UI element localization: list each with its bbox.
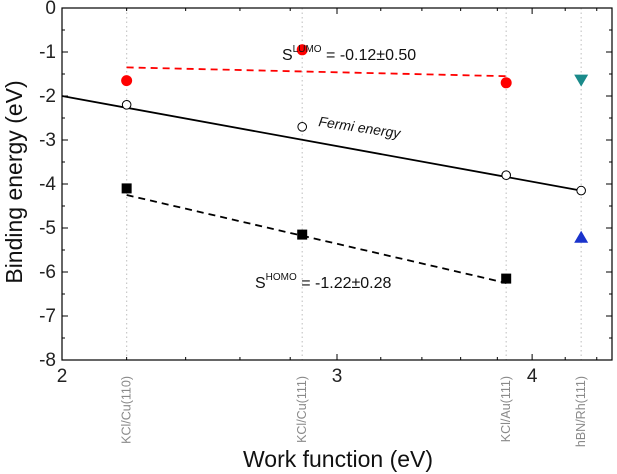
lumo-point bbox=[296, 44, 308, 56]
y-axis-title: Binding energy (eV) bbox=[1, 80, 27, 283]
lumo-slope-annotation: SLUMO = -0.12±0.50 bbox=[282, 44, 416, 64]
data-points bbox=[121, 44, 589, 284]
homo-point bbox=[501, 273, 512, 284]
substrate-label: hBN/Rh(111) bbox=[574, 376, 588, 447]
fermi-point bbox=[576, 185, 586, 196]
y-tick-label: -2 bbox=[39, 86, 56, 107]
homo-point bbox=[121, 183, 132, 194]
lumo-point bbox=[500, 77, 512, 89]
y-tick-label: -1 bbox=[39, 42, 56, 63]
substrate-label: KCl/Au(111) bbox=[499, 376, 513, 442]
homo-point bbox=[297, 229, 308, 240]
homo-slope-annotation: SHOMO = -1.22±0.28 bbox=[255, 272, 392, 292]
fermi-energy-label: Fermi energy bbox=[318, 113, 403, 141]
y-tick-label: 0 bbox=[45, 0, 56, 19]
y-tick-label: -7 bbox=[39, 306, 56, 327]
fermi-point bbox=[297, 122, 308, 132]
y-tick-label: -5 bbox=[39, 218, 56, 239]
x-tick-label: 2 bbox=[57, 366, 68, 387]
y-tick-label: -6 bbox=[39, 262, 56, 283]
fit-lines bbox=[61, 66, 582, 284]
fit-line bbox=[126, 66, 507, 78]
y-tick-label: -4 bbox=[39, 174, 56, 195]
substrate-label: KCl/Cu(110) bbox=[120, 376, 134, 444]
x-axis-title: Work function (eV) bbox=[243, 446, 433, 472]
substrate-label: KCl/Cu(111) bbox=[295, 376, 309, 443]
x-tick-label: 3 bbox=[332, 366, 343, 387]
hbn-homo-point bbox=[574, 230, 589, 243]
lumo-point bbox=[121, 75, 133, 87]
fermi-point bbox=[501, 170, 511, 180]
y-tick-label: -8 bbox=[39, 350, 56, 371]
fit-line bbox=[61, 95, 582, 192]
hbn-lumo-point bbox=[574, 74, 589, 87]
axes: KCl/Cu(110) KCl/Cu(111) KCl/Au(111) hBN/Rh(… bbox=[39, 0, 613, 447]
fermi-point bbox=[121, 100, 132, 110]
x-tick-label: 4 bbox=[527, 366, 538, 387]
fit-line bbox=[126, 194, 507, 284]
y-tick-label: -3 bbox=[39, 130, 56, 151]
